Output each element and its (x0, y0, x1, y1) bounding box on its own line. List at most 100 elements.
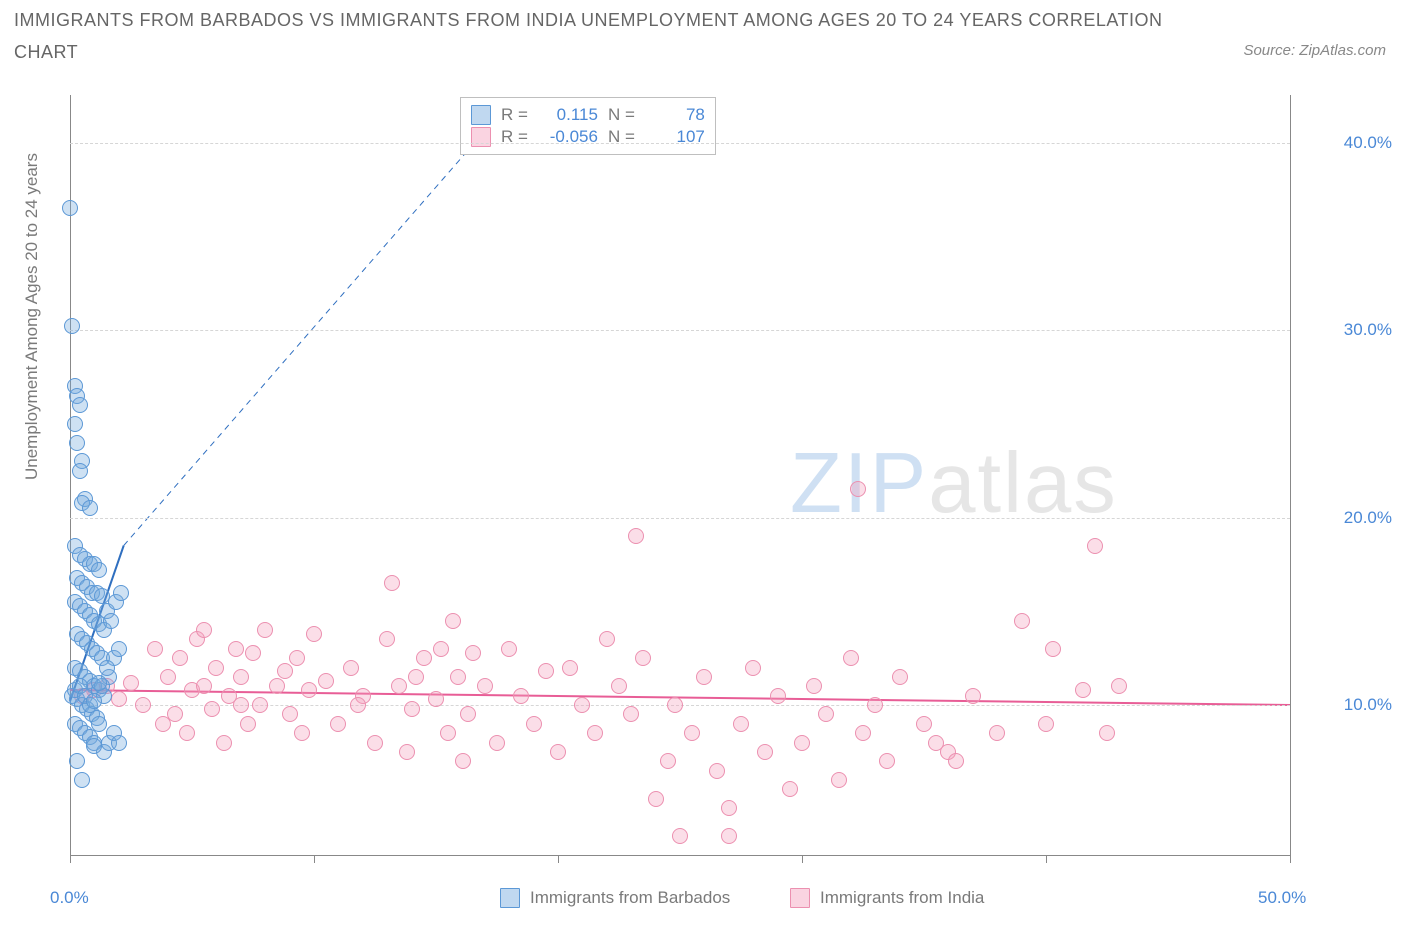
x-tick (558, 855, 559, 863)
india-marker (867, 697, 883, 713)
source-attribution: Source: ZipAtlas.com (1243, 42, 1386, 59)
india-marker (667, 697, 683, 713)
x-axis-min-label: 0.0% (50, 888, 89, 908)
india-marker (350, 697, 366, 713)
legend-label-india: Immigrants from India (820, 888, 984, 908)
india-marker (696, 669, 712, 685)
india-marker (989, 725, 1005, 741)
x-axis-max-label: 50.0% (1258, 888, 1306, 908)
y-tick-label: 20.0% (1302, 508, 1392, 528)
right-axis-line (1290, 95, 1291, 855)
legend-barbados: Immigrants from Barbados (500, 888, 730, 908)
india-marker (282, 706, 298, 722)
india-marker (1045, 641, 1061, 657)
x-tick (1290, 855, 1291, 863)
india-marker (123, 675, 139, 691)
india-marker (216, 735, 232, 751)
india-marker (660, 753, 676, 769)
india-marker (330, 716, 346, 732)
y-tick-label: 30.0% (1302, 320, 1392, 340)
india-marker (831, 772, 847, 788)
india-marker (416, 650, 432, 666)
india-marker (684, 725, 700, 741)
india-marker (850, 481, 866, 497)
india-marker (367, 735, 383, 751)
x-tick (314, 855, 315, 863)
india-marker (204, 701, 220, 717)
chart-title-line1: IMMIGRANTS FROM BARBADOS VS IMMIGRANTS F… (14, 10, 1163, 31)
india-marker (196, 622, 212, 638)
india-marker (172, 650, 188, 666)
x-tick (802, 855, 803, 863)
y-tick-label: 10.0% (1302, 695, 1392, 715)
india-marker (408, 669, 424, 685)
india-marker (550, 744, 566, 760)
india-marker (574, 697, 590, 713)
n-value-india: 107 (645, 126, 705, 148)
india-marker (721, 828, 737, 844)
india-marker (160, 669, 176, 685)
india-marker (526, 716, 542, 732)
india-marker (196, 678, 212, 694)
india-marker (782, 781, 798, 797)
india-marker (179, 725, 195, 741)
india-marker (289, 650, 305, 666)
india-marker (277, 663, 293, 679)
india-marker (404, 701, 420, 717)
india-marker (301, 682, 317, 698)
india-marker (391, 678, 407, 694)
india-marker (1111, 678, 1127, 694)
india-marker (794, 735, 810, 751)
india-marker (611, 678, 627, 694)
legend-swatch-india (790, 888, 810, 908)
india-marker (965, 688, 981, 704)
barbados-marker (69, 753, 85, 769)
india-marker (208, 660, 224, 676)
barbados-marker (103, 613, 119, 629)
india-marker (433, 641, 449, 657)
barbados-marker (111, 735, 127, 751)
barbados-marker (91, 675, 107, 691)
india-marker (294, 725, 310, 741)
swatch-barbados (471, 105, 491, 125)
india-marker (733, 716, 749, 732)
barbados-marker (86, 693, 102, 709)
india-marker (167, 706, 183, 722)
x-tick (1046, 855, 1047, 863)
barbados-marker (113, 585, 129, 601)
india-marker (306, 626, 322, 642)
r-value-barbados: 0.115 (538, 104, 598, 126)
grid-line (70, 330, 1290, 331)
india-marker (489, 735, 505, 751)
x-tick (70, 855, 71, 863)
india-marker (806, 678, 822, 694)
india-marker (721, 800, 737, 816)
y-tick-label: 40.0% (1302, 133, 1392, 153)
swatch-india (471, 127, 491, 147)
india-marker (1038, 716, 1054, 732)
scatter-plot: ZIPatlas R = 0.115 N = 78 R = -0.056 N =… (60, 95, 1380, 865)
legend-label-barbados: Immigrants from Barbados (530, 888, 730, 908)
trend-overlay (60, 95, 1380, 865)
barbados-marker (72, 397, 88, 413)
india-marker (745, 660, 761, 676)
india-marker (445, 613, 461, 629)
barbados-marker (111, 641, 127, 657)
india-marker (1014, 613, 1030, 629)
india-marker (513, 688, 529, 704)
india-marker (562, 660, 578, 676)
india-marker (757, 744, 773, 760)
grid-line (70, 518, 1290, 519)
india-marker (1099, 725, 1115, 741)
india-marker (399, 744, 415, 760)
x-axis-line (70, 855, 1290, 856)
n-label: N = (608, 126, 635, 148)
legend-india: Immigrants from India (790, 888, 984, 908)
india-marker (460, 706, 476, 722)
india-marker (477, 678, 493, 694)
barbados-marker (91, 716, 107, 732)
india-marker (628, 528, 644, 544)
india-marker (240, 716, 256, 732)
india-marker (892, 669, 908, 685)
india-marker (623, 706, 639, 722)
